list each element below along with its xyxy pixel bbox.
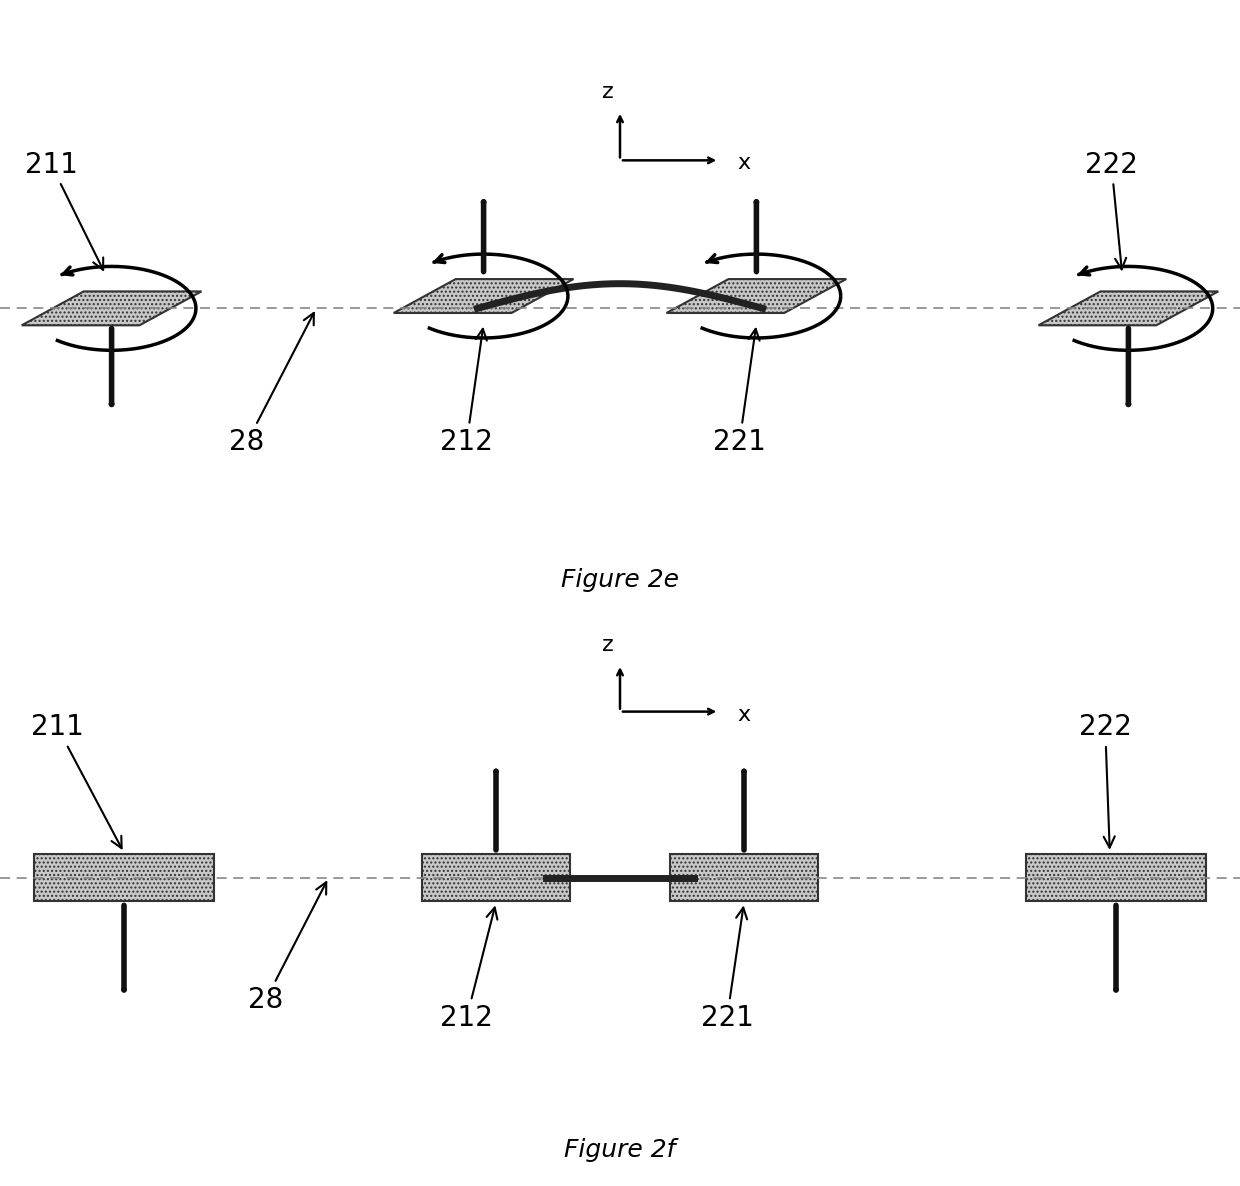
Text: z: z (601, 82, 614, 102)
Text: Figure 2f: Figure 2f (564, 1139, 676, 1162)
Text: 211: 211 (25, 151, 103, 270)
Bar (35, 854, 213, 901)
Bar (670, 854, 818, 901)
Text: 221: 221 (713, 329, 766, 457)
Text: 222: 222 (1079, 713, 1132, 848)
Bar (422, 854, 570, 901)
Text: 211: 211 (31, 713, 122, 848)
Polygon shape (394, 279, 573, 313)
Polygon shape (21, 292, 201, 325)
Text: x: x (738, 153, 751, 173)
Text: Figure 2e: Figure 2e (560, 568, 680, 592)
Text: 222: 222 (1085, 151, 1138, 269)
Text: 28: 28 (248, 882, 326, 1014)
Text: 221: 221 (701, 907, 754, 1032)
Text: z: z (601, 636, 614, 655)
Bar (1025, 854, 1205, 901)
Text: x: x (738, 704, 751, 725)
Polygon shape (667, 279, 846, 313)
Text: 212: 212 (440, 329, 494, 457)
Text: 212: 212 (440, 907, 497, 1032)
Text: 28: 28 (229, 313, 314, 457)
Polygon shape (1039, 292, 1218, 325)
